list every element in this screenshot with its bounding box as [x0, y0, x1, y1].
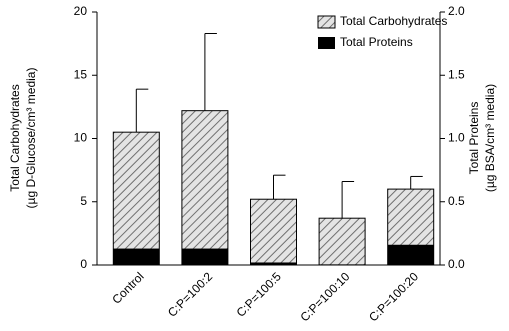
y-axis-label: (µg D-Glucose/cm³ media)	[24, 68, 38, 209]
y2-tick-label: 2.0	[448, 4, 465, 18]
error-bar	[204, 33, 217, 111]
legend-label: Total Proteins	[340, 35, 413, 49]
bar	[250, 262, 297, 265]
x-tick-label: C:P=100:2	[165, 269, 215, 319]
error-bar	[410, 175, 423, 190]
bar	[319, 264, 366, 265]
x-tick-label: C:P=100:20	[366, 269, 421, 324]
error-bar	[135, 88, 149, 133]
bar	[318, 217, 366, 266]
error-bar	[341, 181, 355, 219]
error-bar	[273, 174, 286, 200]
y-axis-label: Total Carbohydrates	[8, 84, 22, 191]
legend-label: Total Carbohydrates	[340, 14, 447, 28]
bar	[181, 248, 228, 265]
bar	[250, 198, 297, 266]
y2-tick-label: 1.0	[448, 131, 465, 145]
x-tick-label: C:P=100:5	[234, 269, 284, 319]
y-tick-label: 10	[74, 131, 88, 145]
bar	[112, 131, 160, 266]
y-tick-label: 15	[74, 67, 88, 81]
y2-tick-label: 1.5	[448, 67, 465, 81]
y2-tick-label: 0.0	[448, 257, 465, 271]
y-tick-label: 5	[80, 194, 87, 208]
legend-swatch	[318, 37, 335, 49]
y-tick-label: 0	[80, 257, 87, 271]
y-tick-label: 20	[74, 4, 88, 18]
bar	[181, 110, 229, 266]
x-tick-label: Control	[109, 269, 146, 306]
y2-axis-label: Total Proteins	[467, 102, 481, 175]
x-tick-label: C:P=100:10	[298, 269, 353, 324]
legend-swatch	[317, 15, 336, 29]
y2-tick-label: 0.5	[448, 194, 465, 208]
bar	[113, 248, 160, 265]
bar	[387, 244, 434, 265]
y2-axis-label: (µg BSA/cm³ media)	[483, 84, 497, 192]
